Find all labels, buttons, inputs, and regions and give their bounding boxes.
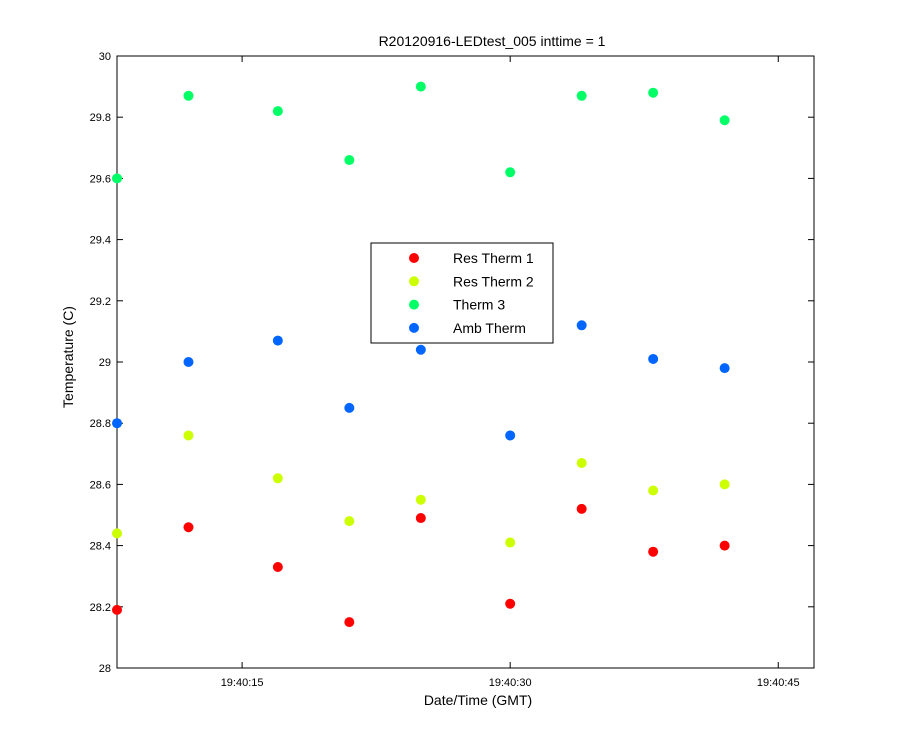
y-tick-label: 30 — [99, 51, 111, 63]
data-point — [183, 90, 194, 101]
data-point — [415, 344, 426, 355]
legend-label: Res Therm 2 — [453, 273, 534, 289]
data-point — [648, 353, 659, 364]
y-tick-label: 28.8 — [90, 418, 111, 430]
data-point — [415, 494, 426, 505]
y-tick-label: 29.8 — [90, 112, 111, 124]
legend-marker — [409, 322, 419, 333]
plot-area — [116, 55, 815, 669]
chart-title: R20120916-LEDtest_005 inttime = 1 — [379, 33, 606, 49]
legend: Res Therm 1 Res Therm 2 Therm 3 Amb Therm — [370, 242, 554, 344]
x-axis: 19:40:15 19:40:30 19:40:45 — [221, 56, 800, 689]
data-point — [719, 115, 730, 126]
data-point — [576, 503, 587, 514]
y-tick-label: 29.2 — [90, 296, 111, 308]
data-point — [576, 320, 587, 331]
data-point — [272, 106, 283, 117]
x-tick-label: 19:40:45 — [757, 677, 800, 689]
data-point — [112, 173, 122, 184]
data-point — [272, 562, 283, 573]
x-tick-label: 19:40:15 — [221, 677, 264, 689]
data-point — [415, 513, 426, 524]
y-tick-label: 29.4 — [90, 235, 111, 247]
data-point — [344, 516, 355, 527]
data-point — [719, 479, 730, 490]
legend-marker — [409, 253, 419, 263]
data-point — [272, 473, 283, 484]
data-point — [183, 430, 194, 441]
x-tick-label: 19:40:30 — [489, 677, 532, 689]
data-point — [719, 540, 730, 551]
legend-box — [370, 242, 554, 344]
legend-label: Res Therm 1 — [453, 250, 534, 266]
data-point — [576, 457, 587, 468]
data-point — [344, 617, 355, 628]
data-point — [415, 81, 426, 92]
y-axis-label: Temperature (C) — [60, 306, 76, 408]
y-axis: 28 28.2 28.4 28.6 28.8 29 29.2 29.4 29.6 29.8 30 — [90, 51, 814, 675]
y-tick-label: 29 — [99, 357, 111, 369]
data-point — [505, 598, 516, 609]
data-point — [576, 90, 587, 101]
data-point — [505, 537, 516, 548]
x-axis-label: Date/Time (GMT) — [424, 692, 532, 708]
data-point — [112, 418, 122, 429]
data-point — [719, 363, 730, 374]
y-tick-label: 28.6 — [90, 479, 111, 491]
data-point — [648, 546, 659, 557]
data-point — [648, 485, 659, 496]
legend-marker — [409, 276, 419, 287]
data-point — [112, 604, 122, 615]
y-tick-label: 28 — [99, 663, 111, 675]
legend-label: Amb Therm — [453, 320, 526, 336]
data-point — [183, 357, 194, 367]
y-tick-label: 28.2 — [90, 602, 111, 614]
data-point — [505, 430, 516, 441]
data-point — [112, 528, 122, 539]
data-point — [183, 522, 194, 533]
data-point — [344, 155, 355, 166]
data-point — [272, 335, 283, 346]
y-tick-label: 29.6 — [90, 173, 111, 185]
legend-label: Therm 3 — [453, 297, 505, 313]
y-tick-label: 28.4 — [90, 541, 111, 553]
data-point — [505, 167, 516, 178]
data-points — [112, 81, 730, 628]
data-point — [344, 402, 355, 413]
data-point — [648, 87, 659, 98]
legend-marker — [409, 299, 419, 310]
